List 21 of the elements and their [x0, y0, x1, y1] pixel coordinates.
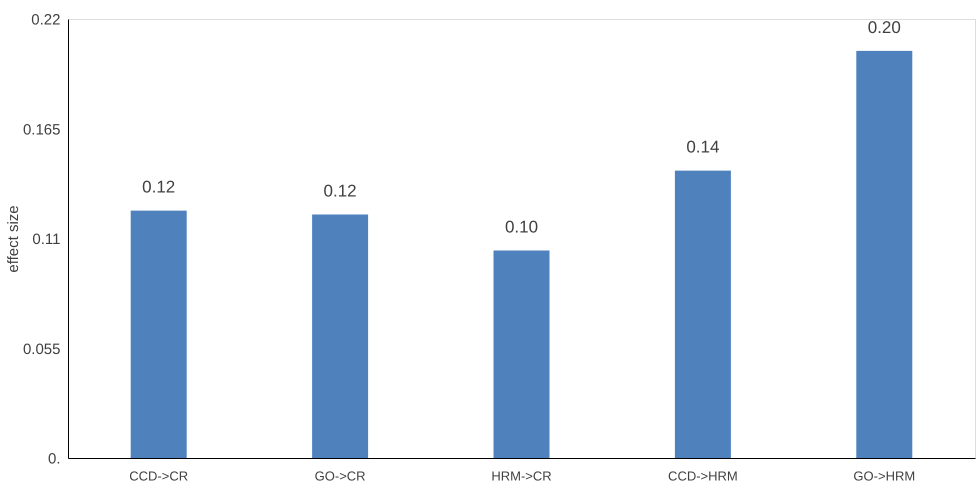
data-label: 0.12 — [324, 182, 357, 201]
y-tick-label: 0. — [48, 450, 60, 468]
data-label: 0.20 — [868, 18, 901, 37]
bar — [494, 250, 550, 458]
bar — [312, 214, 368, 458]
data-label: 0.14 — [686, 138, 720, 157]
x-tick-label: HRM->CR — [491, 468, 552, 484]
bar — [856, 50, 912, 458]
y-tick-label: 0.22 — [31, 12, 60, 28]
bar — [130, 210, 187, 458]
y-axis-title: effect size — [4, 205, 22, 273]
x-tick-label: GO->HRM — [853, 468, 916, 484]
y-tick-label: 0.165 — [22, 121, 60, 138]
y-tick-label: 0.055 — [22, 340, 60, 358]
x-tick-label: CCD->HRM — [668, 468, 738, 484]
bar — [674, 170, 731, 458]
x-tick-label: CCD->CR — [129, 468, 188, 484]
y-tick-label: 0.11 — [32, 231, 60, 248]
x-tick-label: GO->CR — [314, 468, 366, 484]
data-label: 0.12 — [142, 178, 176, 197]
data-label: 0.10 — [504, 217, 538, 236]
